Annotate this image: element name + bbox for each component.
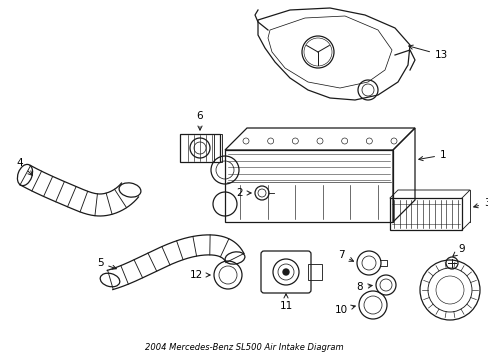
Text: 8: 8 xyxy=(356,282,371,292)
Text: 3: 3 xyxy=(473,198,488,208)
Text: 6: 6 xyxy=(196,111,203,130)
Bar xyxy=(307,264,321,280)
Bar xyxy=(180,134,220,162)
Text: 2004 Mercedes-Benz SL500 Air Intake Diagram: 2004 Mercedes-Benz SL500 Air Intake Diag… xyxy=(145,343,343,352)
Text: 2: 2 xyxy=(236,188,251,198)
Text: 11: 11 xyxy=(279,294,292,311)
Text: 4: 4 xyxy=(17,158,32,175)
Text: 12: 12 xyxy=(189,270,210,280)
Text: 1: 1 xyxy=(418,150,446,161)
Bar xyxy=(389,198,461,230)
Bar xyxy=(214,134,222,162)
Circle shape xyxy=(283,269,288,275)
Text: 9: 9 xyxy=(452,244,465,256)
Text: 5: 5 xyxy=(97,258,116,269)
Text: 10: 10 xyxy=(334,305,355,315)
Text: 7: 7 xyxy=(337,250,353,261)
Bar xyxy=(224,150,392,222)
Text: 13: 13 xyxy=(408,45,447,60)
